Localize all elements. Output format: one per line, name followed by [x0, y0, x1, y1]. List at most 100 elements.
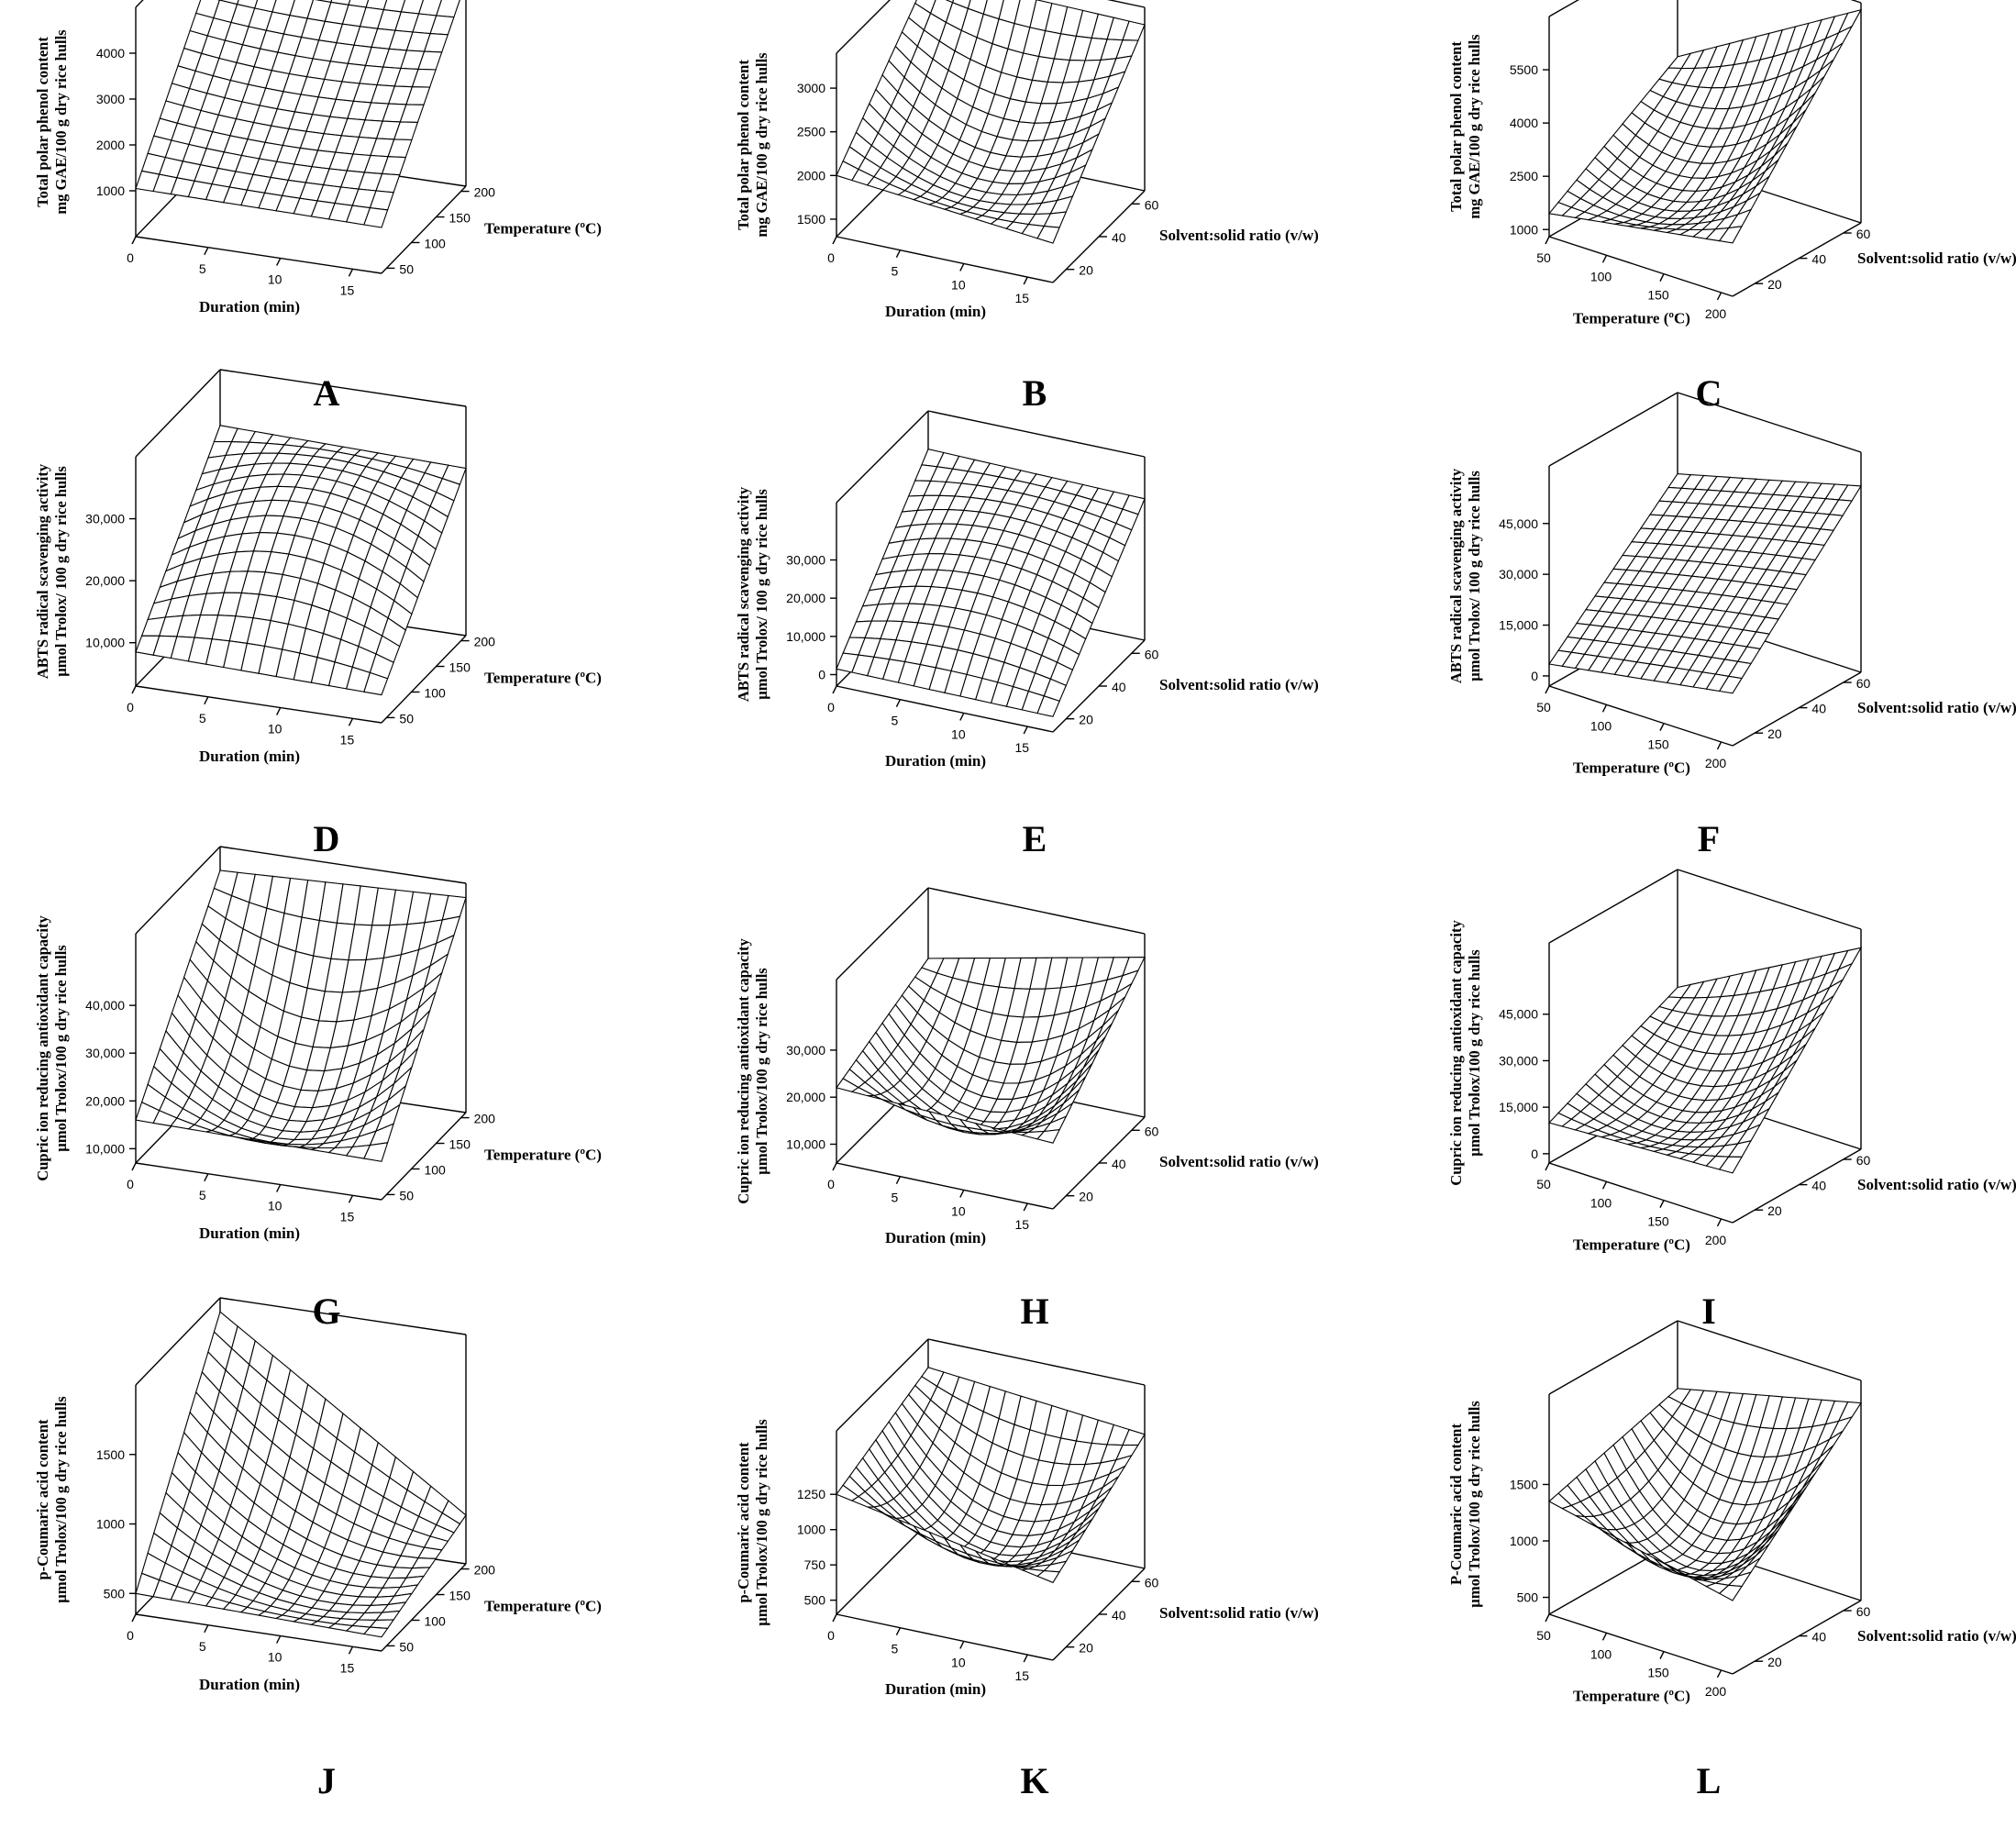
panel-letter: B [1023, 372, 1047, 414]
top-left-edge [836, 887, 929, 980]
x-tick-label: 15 [340, 732, 355, 747]
z-tick-label: 1000 [1510, 1534, 1538, 1548]
panel-letter: D [314, 818, 340, 859]
top-back-edge [1677, 392, 1862, 453]
z-tick-label: 1250 [797, 1487, 825, 1501]
surface-cell [1036, 1570, 1061, 1584]
y-tick-label: 100 [424, 1613, 446, 1628]
y-tick-label: 40 [1811, 1630, 1826, 1645]
y-tick-label: 40 [1112, 1157, 1126, 1171]
y-tick-label: 50 [399, 1188, 414, 1202]
z-tick-label: 4000 [96, 46, 125, 61]
x-tick-label: 0 [827, 1628, 835, 1643]
z-axis-title-line: mg GAE/100 g dry rice hulls [1466, 34, 1483, 219]
x-axis-line [836, 236, 1054, 283]
z-axis-title-line: µmol Trolox/ 100 g dry rice hulls [1466, 471, 1483, 681]
z-axis-title-line: µmol Trolox/ 100 g dry rice hulls [753, 489, 770, 700]
x-tick [959, 263, 965, 271]
z-axis-title: Cupric ion reducing antioxidant capacity… [34, 915, 70, 1181]
x-tick [348, 1645, 354, 1655]
z-tick-label: 10,000 [85, 636, 125, 650]
top-left-edge [135, 369, 221, 458]
z-tick-label: 2000 [96, 138, 125, 152]
z-axis-title-line: µmol Trolox/100 g dry rice hulls [52, 1396, 70, 1603]
surface-mesh [135, 425, 467, 696]
panel-B: 0 5 10 15 Duration (min) 20 40 60Solvent:solid … [735, 0, 1319, 414]
z-axis-title: ABTS radical scavenging activityµmol Tro… [735, 486, 770, 702]
x-axis-line [135, 1613, 382, 1652]
y-tick-label: 60 [1145, 1575, 1159, 1590]
x-tick [276, 707, 282, 715]
x-tick [1601, 1632, 1608, 1641]
z-tick-label: 20,000 [85, 1093, 125, 1108]
z-axis-title: ABTS radical scavenging activityµmol Tro… [34, 463, 70, 679]
x-axis-title: Duration (min) [199, 298, 300, 316]
x-tick-label: 15 [340, 283, 355, 297]
z-tick-label: 1500 [96, 1447, 125, 1462]
x-tick-label: 10 [268, 272, 282, 287]
x-tick [1716, 1218, 1722, 1227]
x-tick-label: 5 [199, 711, 206, 726]
panel-letter: A [314, 372, 340, 414]
z-axis-title-line: Total polar phenol content [34, 37, 51, 207]
surface-mesh [1547, 8, 1863, 244]
panel-letter: E [1023, 818, 1047, 859]
z-axis-title: Total polar phenol contentmg GAE/100 g d… [735, 52, 770, 238]
z-tick-label: 30,000 [85, 1046, 125, 1060]
top-back-edge [219, 369, 467, 407]
x-tick [276, 1184, 282, 1192]
top-left-edge [836, 0, 891, 54]
z-tick-label: 1500 [797, 212, 825, 227]
panel-K: 0 5 10 15 Duration (min) 20 40 60Solvent:solid … [735, 1338, 1319, 1801]
x-tick-label: 10 [268, 1650, 282, 1665]
y-tick-label: 20 [1767, 1203, 1782, 1218]
x-axis-title: Duration (min) [885, 752, 986, 770]
x-tick [832, 236, 837, 245]
surface-cell [363, 1142, 389, 1162]
x-tick-label: 0 [827, 1177, 835, 1191]
y-axis-title: Temperature (ºC) [484, 670, 602, 687]
panel-H: 0 5 10 15 Duration (min) 20 40 60 Solvent:solid … [735, 887, 1319, 1332]
top-back-edge [219, 846, 467, 884]
x-tick-label: 5 [892, 714, 899, 728]
surface-cell [1718, 675, 1743, 694]
x-tick [1545, 685, 1550, 694]
y-tick-label: 60 [1145, 197, 1159, 212]
z-tick-label: 750 [804, 1557, 826, 1572]
x-axis-title: Duration (min) [885, 303, 986, 320]
z-tick-label: 30,000 [1499, 567, 1538, 582]
y-tick-label: 150 [449, 660, 471, 675]
z-axis-title-line: µmol Trolox/100 g dry rice hulls [1466, 1401, 1483, 1608]
x-tick [1716, 1669, 1722, 1678]
z-tick-label: 30,000 [85, 512, 125, 526]
surface-mesh [135, 1311, 467, 1638]
z-tick-label: 30,000 [1499, 1053, 1538, 1068]
z-tick-label: 45,000 [1499, 1007, 1538, 1022]
z-tick-label: 2000 [797, 168, 825, 183]
y-tick-label: 20 [1079, 1190, 1093, 1204]
x-tick [895, 249, 902, 259]
panel-letter: J [317, 1760, 336, 1801]
x-tick [895, 1176, 902, 1185]
x-tick-label: 100 [1590, 1646, 1612, 1661]
surface-mesh [1548, 473, 1862, 694]
z-axis-title-line: µmol Trolox/ 100 g dry rice hulls [52, 466, 70, 677]
z-axis-title-line: ABTS radical scavenging activity [34, 463, 51, 679]
z-axis-title: P-Coumaric acid contentµmol Trolox/100 g… [1447, 1401, 1483, 1608]
x-tick [131, 1162, 137, 1171]
y-axis-title: Solvent:solid ratio (v/w) [1159, 1153, 1319, 1170]
x-tick [1659, 273, 1665, 282]
y-tick-label: 20 [1767, 726, 1782, 741]
x-axis-title: Duration (min) [885, 1229, 986, 1246]
x-axis-line [836, 1613, 1054, 1661]
y-tick-label: 200 [474, 1112, 496, 1126]
z-tick-label: 40,000 [85, 998, 125, 1013]
x-axis-line [1548, 685, 1734, 747]
surface-cell [363, 207, 389, 228]
x-tick [1545, 1613, 1550, 1623]
z-tick-label: 2500 [797, 125, 825, 139]
y-tick-label: 60 [1856, 227, 1871, 241]
y-axis-line [1732, 1148, 1862, 1224]
